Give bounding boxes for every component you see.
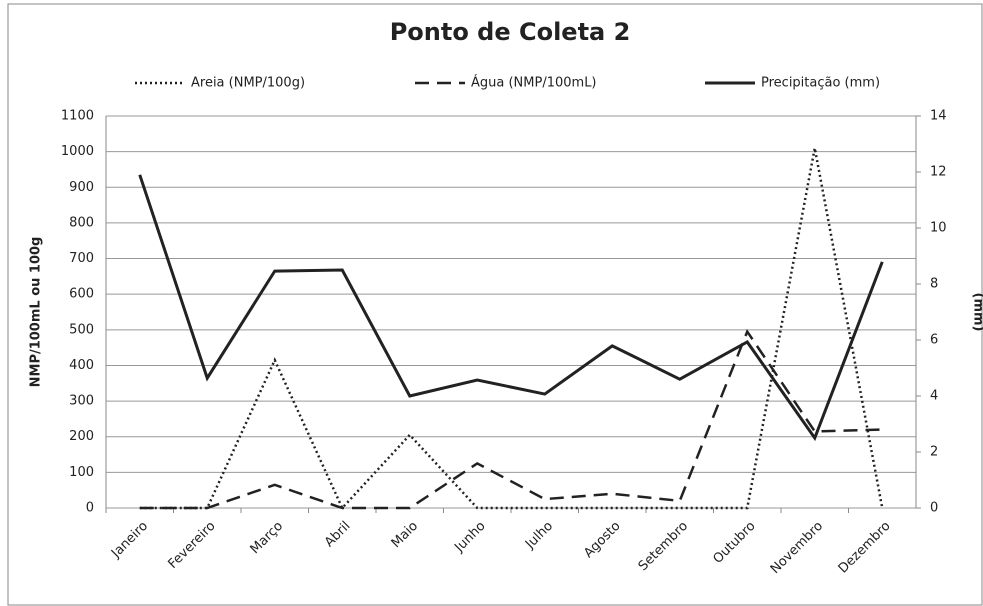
x-tick-label: Setembro [636, 519, 691, 574]
x-tick-label: Julho [522, 519, 556, 553]
x-tick-label: Dezembro [836, 519, 894, 577]
legend-label: Precipitação (mm) [761, 76, 880, 91]
y-tick-label: 300 [69, 394, 94, 409]
y-axis-label: NMP/100mL ou 100g [29, 237, 44, 388]
y2-axis-label: (mm) [971, 293, 983, 332]
y2-tick-label: 12 [930, 165, 947, 180]
y2-tick-label: 4 [930, 389, 938, 404]
x-tick-label: Janeiro [108, 519, 151, 562]
y-tick-label: 400 [69, 358, 94, 373]
legend-label: Areia (NMP/100g) [191, 76, 305, 91]
chart-title: Ponto de Coleta 2 [390, 18, 631, 46]
x-tick-label: Outubro [710, 519, 758, 567]
y-tick-label: 600 [69, 287, 94, 302]
x-tick-label: Junho [451, 519, 488, 556]
y-tick-label: 900 [69, 180, 94, 195]
x-tick-label: Maio [389, 519, 421, 551]
y-tick-label: 500 [69, 322, 94, 337]
y-tick-label: 200 [69, 429, 94, 444]
y-tick-label: 700 [69, 251, 94, 266]
y2-tick-label: 10 [930, 221, 947, 236]
y-tick-label: 1000 [61, 144, 94, 159]
y2-tick-label: 8 [930, 277, 938, 292]
y-tick-label: 1100 [61, 109, 94, 124]
y2-tick-label: 14 [930, 109, 947, 124]
x-tick-label: Abril [322, 519, 354, 551]
chart-frame [7, 3, 983, 606]
series-line [139, 328, 883, 510]
y-tick-label: 100 [69, 465, 94, 480]
y2-tick-label: 6 [930, 333, 938, 348]
x-tick-label: Fevereiro [165, 519, 218, 572]
legend-label: Água (NMP/100mL) [471, 75, 597, 91]
y2-tick-label: 2 [930, 445, 938, 460]
x-tick-label: Março [248, 519, 286, 557]
x-tick-label: Novembro [768, 519, 826, 577]
y-tick-label: 0 [86, 501, 94, 516]
y-tick-label: 800 [69, 215, 94, 230]
series-line [139, 147, 884, 511]
y2-tick-label: 0 [930, 501, 938, 516]
x-tick-label: Agosto [581, 519, 623, 561]
series-line [138, 174, 884, 442]
